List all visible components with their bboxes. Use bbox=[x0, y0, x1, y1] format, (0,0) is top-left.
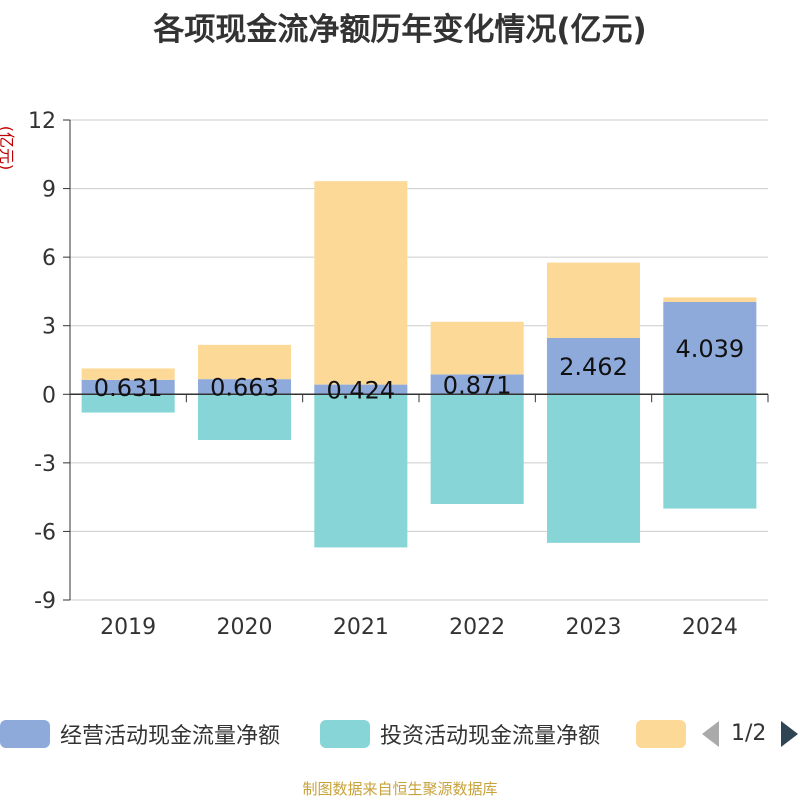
legend-label-operating: 经营活动现金流量净额 bbox=[60, 724, 281, 749]
legend-label-investing: 投资活动现金流量净额 bbox=[380, 724, 601, 749]
data-source-note: 制图数据来自恒生聚源数据库 bbox=[302, 780, 498, 798]
bar-series-1 bbox=[430, 394, 524, 504]
bar-series-0 bbox=[546, 338, 641, 395]
bar-series-1 bbox=[663, 394, 757, 509]
x-tick-label: 2019 bbox=[100, 615, 156, 640]
bar-series-2 bbox=[314, 181, 408, 385]
bar-series-0 bbox=[197, 379, 292, 395]
y-tick-label: 6 bbox=[42, 246, 56, 271]
bar-series-2 bbox=[197, 344, 292, 380]
bar-series-0 bbox=[314, 384, 408, 395]
x-tick-label: 2024 bbox=[682, 615, 738, 640]
bar-series-1 bbox=[546, 394, 641, 543]
data-label: 0.871 bbox=[443, 371, 512, 399]
x-tick-label: 2023 bbox=[566, 615, 622, 640]
legend-prev-arrow-icon[interactable] bbox=[702, 721, 719, 747]
legend-page-indicator: 1/2 bbox=[731, 721, 767, 746]
data-label: 4.039 bbox=[675, 335, 744, 363]
chart-plot: 12 9 6 3 0 -3 -6 -9 2019 2020 2021 2022 2023 2024 0.6… bbox=[28, 109, 769, 640]
legend-swatch-third bbox=[636, 720, 686, 748]
legend-pager: 1/2 bbox=[700, 718, 800, 750]
x-tick-label: 2022 bbox=[449, 615, 505, 640]
bar-series-2 bbox=[81, 368, 175, 380]
data-label: 0.631 bbox=[94, 374, 163, 402]
x-tick-label: 2020 bbox=[217, 615, 273, 640]
y-tick-label: 9 bbox=[42, 178, 56, 203]
bar-series-2 bbox=[546, 262, 641, 339]
y-axis-unit: (亿元) bbox=[0, 125, 16, 171]
bar-series-0 bbox=[430, 374, 524, 395]
bar-series-2 bbox=[430, 321, 524, 375]
legend-swatch-investing bbox=[320, 720, 370, 748]
legend-item-operating[interactable]: 经营活动现金流量净额 bbox=[0, 718, 280, 750]
y-tick-label: -3 bbox=[34, 452, 56, 477]
data-label: 2.462 bbox=[559, 353, 628, 381]
x-tick-label: 2021 bbox=[333, 615, 389, 640]
y-tick-label: 3 bbox=[42, 315, 56, 340]
bar-series-0 bbox=[81, 379, 175, 395]
data-label: 0.663 bbox=[210, 374, 279, 402]
chart-title: 各项现金流净额历年变化情况(亿元) bbox=[153, 12, 647, 48]
y-tick-label: -6 bbox=[34, 520, 56, 545]
bar-series-1 bbox=[81, 394, 175, 413]
y-tick-label: -9 bbox=[34, 589, 56, 614]
legend-item-third[interactable] bbox=[636, 718, 686, 750]
data-label: 0.424 bbox=[326, 376, 395, 404]
legend-item-investing[interactable]: 投资活动现金流量净额 bbox=[320, 718, 600, 750]
bar-series-2 bbox=[663, 297, 757, 302]
legend: 经营活动现金流量净额 投资活动现金流量净额 1/2 bbox=[0, 718, 800, 750]
bar-series-1 bbox=[197, 394, 292, 440]
legend-next-arrow-icon[interactable] bbox=[781, 721, 798, 747]
y-tick-label: 0 bbox=[42, 383, 56, 408]
legend-swatch-operating bbox=[0, 720, 50, 748]
bar-series-1 bbox=[314, 394, 408, 548]
bar-series-0 bbox=[663, 301, 757, 395]
y-tick-label: 12 bbox=[28, 109, 56, 134]
